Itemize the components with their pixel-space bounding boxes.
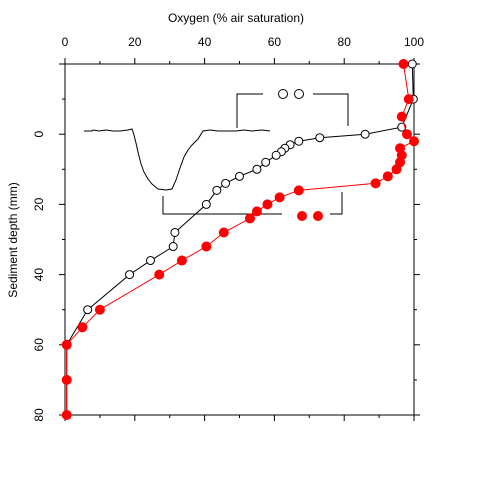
series-1-point [168,242,178,252]
series-2-point [61,410,72,420]
x-tick-label: 60 [268,35,282,49]
y-tick-label: 20 [32,197,46,211]
inset-filled-marker [313,211,323,221]
series-2-point [201,241,212,252]
series-1-point [235,171,244,181]
y-tick-label: 80 [32,408,46,422]
series-2-point [77,322,88,333]
series-2-point [244,213,255,224]
y-tick-label: 40 [32,268,46,282]
series-1-point [397,122,407,132]
series-1-point [146,256,156,266]
series-2-point [398,59,409,69]
tick-labels: 0 20 40 60 80 100 0 20 40 60 80 [32,35,424,422]
series-1-point [271,150,281,160]
series-1-point [252,164,262,174]
inset-filled-marker [297,211,307,221]
x-tick-label: 40 [198,35,212,49]
x-tick-label: 20 [128,35,142,49]
y-axis-label: Sediment depth (mm) [6,182,20,297]
series-2-point [274,192,285,203]
series-1-point [201,199,211,209]
series-1-line [66,63,414,415]
series-1-point [360,129,370,139]
series-1-point [407,59,417,69]
series-1-point [170,227,180,237]
series-2-point [251,206,262,217]
inset-open-marker [294,89,304,99]
series-2-point [218,227,229,238]
data-series [61,59,419,420]
x-tick-label: 100 [404,35,424,49]
series-2-point [61,339,72,350]
x-tick-label: 80 [338,35,352,49]
inset-bracket-bottom-left [162,196,282,215]
inset-open-marker [278,89,288,99]
series-2-point [391,164,402,175]
series-1-point [294,136,304,146]
inset-profile [84,89,349,221]
series-2-point [396,111,407,122]
series-1-point [83,305,93,315]
series-2-point [262,199,273,210]
series-1-point [125,270,135,280]
series-2-point [403,94,414,105]
series-2-point [402,129,413,140]
series-2-point [94,304,105,315]
plot-frame [64,63,415,416]
inset-bracket-top-right [313,93,349,126]
inset-bracket-bottom-right [330,192,343,215]
inset-bracket-top-left [236,93,263,128]
y-tick-label: 0 [32,131,46,138]
y-tick-label: 60 [32,338,46,352]
series-2-point [154,269,165,280]
series-1-point [261,157,271,167]
x-tick-label: 0 [62,35,69,49]
series-1-point [221,178,231,188]
x-axis-label: Oxygen (% air saturation) [168,11,304,25]
series-2-point [409,136,419,147]
series-2-point [370,178,381,189]
axes [59,58,420,421]
series-2-point [382,171,393,182]
series-2-point [293,185,304,196]
series-2-point [176,255,187,266]
series-2-line [66,63,415,415]
series-2-point [61,374,72,385]
series-1 [62,59,418,420]
series-1-point [212,185,222,195]
series-2 [61,59,419,420]
inset-profile-trace [84,128,271,191]
series-1-point [315,133,325,143]
